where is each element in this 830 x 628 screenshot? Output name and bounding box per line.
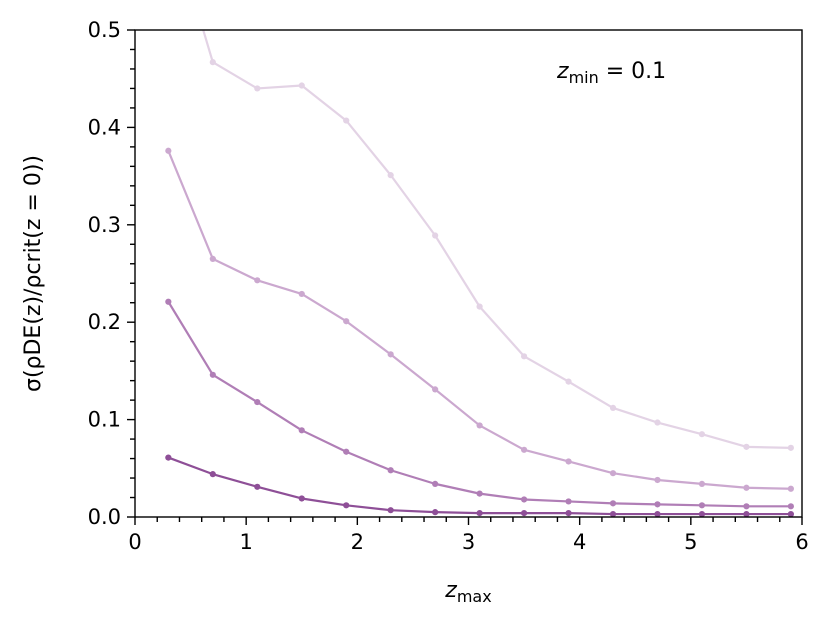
series-3-point xyxy=(254,398,261,406)
series-2-point xyxy=(565,458,572,465)
series-2-point xyxy=(743,484,750,491)
series-1-point xyxy=(298,82,305,89)
annotation-zmin: zmin = 0.1 xyxy=(556,59,666,87)
series-3-point xyxy=(387,467,394,474)
series-2 xyxy=(165,147,794,492)
series-4-point xyxy=(787,510,794,517)
series-2-line xyxy=(167,150,791,490)
series-4-point xyxy=(165,454,172,461)
series-1-point xyxy=(387,172,394,179)
series-2-point xyxy=(432,386,439,393)
series-2-point xyxy=(165,147,172,154)
series-layer xyxy=(165,30,794,517)
x-tick-label: 3 xyxy=(462,530,475,554)
series-2-point xyxy=(387,351,394,358)
series-3-point xyxy=(654,501,661,508)
y-tick-label: 0.4 xyxy=(88,115,121,139)
series-1-point xyxy=(698,431,706,438)
series-2-point xyxy=(343,318,350,325)
series-4-point xyxy=(254,483,261,490)
y-tick-label: 0.5 xyxy=(88,18,121,42)
series-3-point xyxy=(520,496,528,503)
series-4-point xyxy=(654,510,661,517)
series-2-point xyxy=(520,446,528,453)
series-3-point xyxy=(565,498,572,505)
series-2-point xyxy=(654,476,661,484)
y-tick-label: 0.1 xyxy=(88,408,121,432)
series-1-point xyxy=(254,85,261,92)
series-4-point xyxy=(387,507,394,514)
series-1-point xyxy=(432,232,439,239)
x-tick-label: 2 xyxy=(351,530,364,554)
series-1-point xyxy=(343,117,350,124)
x-tick-label: 4 xyxy=(573,530,586,554)
x-tick-label: 5 xyxy=(684,530,697,554)
y-tick-label: 0.3 xyxy=(88,213,121,237)
series-4-point xyxy=(565,509,572,517)
series-1-point xyxy=(520,353,528,360)
series-3-point xyxy=(787,503,794,510)
series-1-point xyxy=(654,419,661,426)
y-axis-label: σ(ρDE(z)/ρcrit(z = 0)) xyxy=(21,155,46,392)
series-1-point xyxy=(609,404,617,412)
y-tick-label: 0.2 xyxy=(88,310,121,334)
series-1-point xyxy=(787,444,794,451)
series-2-point xyxy=(698,480,706,487)
series-2-point xyxy=(209,255,216,262)
series-1-point xyxy=(209,59,216,66)
series-3-point xyxy=(743,503,750,510)
series-3-point xyxy=(609,500,617,507)
series-4-point xyxy=(432,509,439,516)
series-2-point xyxy=(609,470,617,477)
series-2-point xyxy=(254,277,261,284)
series-4-point xyxy=(698,510,706,517)
series-4-point xyxy=(609,510,617,517)
series-4-point xyxy=(343,502,350,509)
series-1-point xyxy=(565,378,572,385)
series-2-point xyxy=(787,485,794,492)
series-3-point xyxy=(698,502,706,509)
series-1-point xyxy=(476,303,483,310)
series-4-point xyxy=(209,471,216,478)
series-1 xyxy=(202,30,794,451)
series-3-point xyxy=(432,480,439,487)
series-4-point xyxy=(298,495,305,502)
x-tick-label: 0 xyxy=(128,530,141,554)
series-1-point xyxy=(743,443,750,450)
series-3-point xyxy=(298,427,305,434)
series-3-point xyxy=(209,371,216,378)
series-3-line xyxy=(167,301,791,508)
labels-layer: 0 1 2 3 4 5 6 0.0 0.1 0.2 0.3 0.4 0.5 zmax σ(ρDE(z)/ρc… xyxy=(21,18,809,606)
axes-layer xyxy=(127,29,803,525)
x-tick-label: 1 xyxy=(239,530,252,554)
series-2-point xyxy=(476,422,483,429)
series-3-point xyxy=(343,448,350,455)
series-3-point xyxy=(165,298,172,305)
series-4 xyxy=(165,454,794,517)
series-4-point xyxy=(743,510,750,517)
plot-frame xyxy=(134,29,803,518)
x-axis-label: zmax xyxy=(444,578,491,606)
series-4-point xyxy=(476,509,483,517)
y-tick-label: 0.0 xyxy=(88,505,121,529)
series-3-point xyxy=(476,490,483,497)
series-2-point xyxy=(298,290,305,298)
series-4-point xyxy=(520,509,528,517)
series-3 xyxy=(165,298,794,510)
x-tick-label: 6 xyxy=(795,530,808,554)
series-1-line xyxy=(202,30,791,449)
